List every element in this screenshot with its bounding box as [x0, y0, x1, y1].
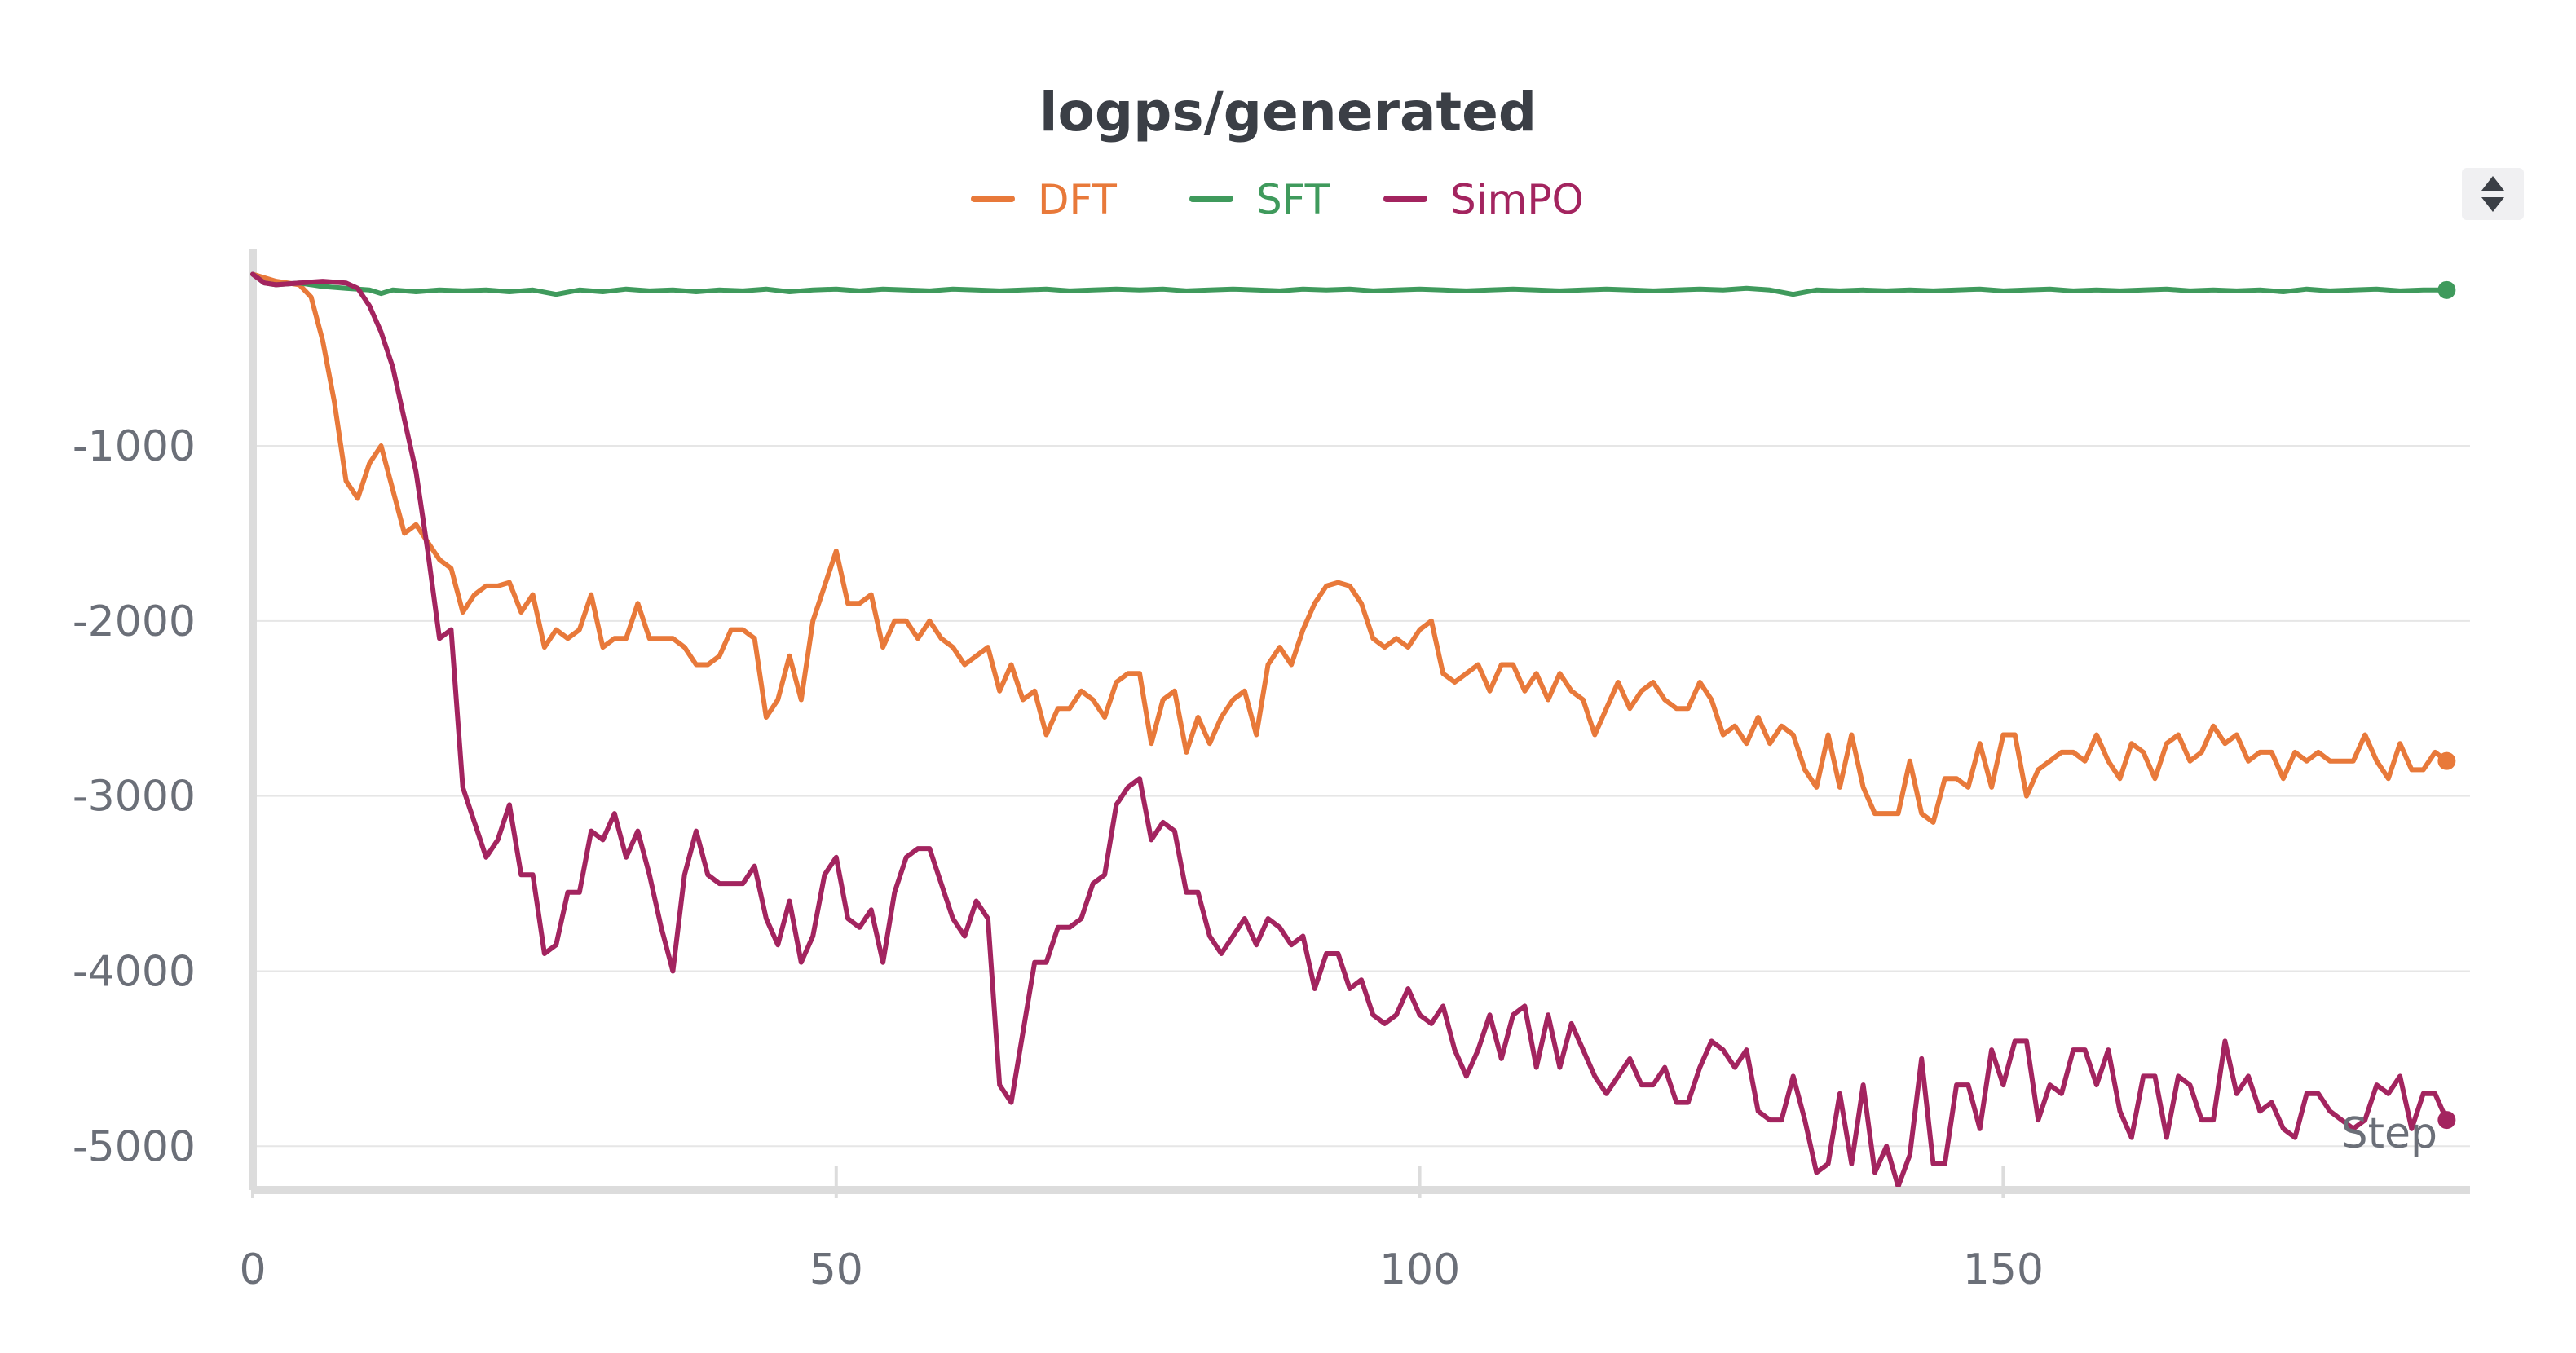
- sort-toggle-button[interactable]: [2462, 168, 2524, 220]
- y-tick-label: -4000: [73, 947, 196, 996]
- series-dft: [250, 271, 2456, 825]
- sort-arrows-icon: [2481, 176, 2504, 212]
- legend-item-dft[interactable]: DFT: [971, 176, 1117, 223]
- legend-label: SimPO: [1450, 176, 1584, 223]
- legend-item-sft[interactable]: SFT: [1189, 176, 1330, 223]
- series-line-sft: [250, 271, 2450, 297]
- series-endpoint-simpo: [2437, 1111, 2456, 1130]
- chart-title: logps/generated: [1039, 81, 1537, 143]
- y-tick-label: -1000: [73, 422, 196, 471]
- series-simpo: [250, 271, 2456, 1187]
- x-tick-label: 100: [1379, 1245, 1460, 1294]
- x-tick-label: 50: [809, 1245, 863, 1294]
- legend-item-simpo[interactable]: SimPO: [1383, 176, 1584, 223]
- x-tick-label: 0: [239, 1245, 266, 1294]
- gridlines: [253, 445, 2470, 1148]
- series-endpoint-sft: [2437, 280, 2456, 299]
- x-axis-label: Step: [2341, 1109, 2437, 1158]
- series-line-dft: [250, 271, 2450, 825]
- legend: DFT SFT SimPO: [971, 176, 1584, 223]
- x-tick-label: 150: [1963, 1245, 2044, 1294]
- y-tick-label: -5000: [73, 1122, 196, 1171]
- legend-label: DFT: [1038, 176, 1117, 223]
- y-tick-label: -3000: [73, 773, 196, 822]
- legend-label: SFT: [1256, 176, 1330, 223]
- series-endpoint-dft: [2437, 751, 2456, 770]
- series-sft: [250, 271, 2456, 299]
- series-layer: [250, 271, 2456, 1187]
- axes: -1000 -2000 -3000 -4000 -5000 0 50 100 150: [73, 249, 2470, 1294]
- series-line-simpo: [250, 271, 2450, 1187]
- y-tick-label: -2000: [73, 597, 196, 646]
